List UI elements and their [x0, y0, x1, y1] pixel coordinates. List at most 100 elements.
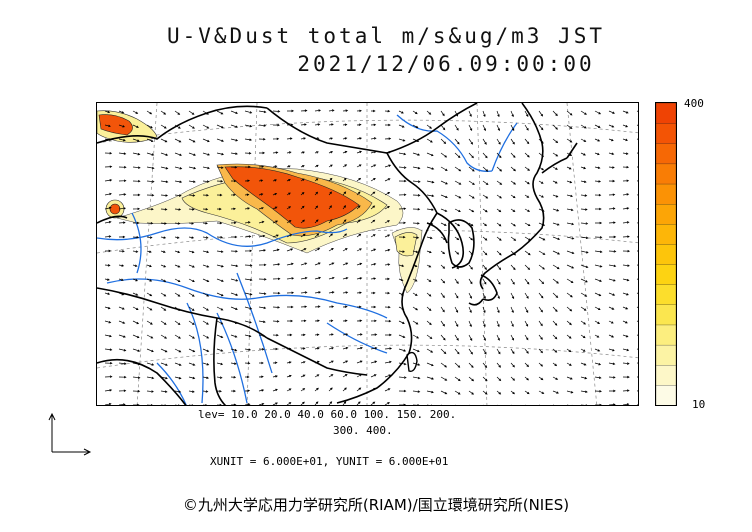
wind-arrow — [566, 124, 573, 130]
wind-arrow — [230, 110, 238, 115]
wind-arrow — [594, 180, 602, 183]
wind-arrow — [468, 208, 475, 213]
wind-arrow — [272, 110, 281, 113]
wind-arrow — [300, 191, 305, 196]
wind-arrow — [454, 306, 459, 313]
wind-arrow — [468, 334, 473, 341]
wind-arrow — [552, 124, 558, 130]
wind-arrow — [104, 402, 112, 405]
wind-arrow — [426, 278, 432, 282]
wind-arrow — [552, 250, 561, 255]
wind-arrow — [566, 152, 573, 156]
wind-arrow — [104, 235, 112, 238]
wind-arrow — [132, 152, 141, 156]
wind-arrow — [286, 151, 292, 154]
wind-arrow — [384, 178, 391, 182]
wind-arrow — [118, 179, 127, 183]
wind-arrow — [244, 334, 252, 338]
wind-arrow — [538, 110, 544, 117]
wind-arrow — [370, 219, 376, 224]
wind-arrow — [272, 291, 281, 295]
wind-arrow — [356, 191, 361, 196]
wind-arrow — [594, 306, 601, 311]
wind-arrow — [356, 109, 362, 113]
wind-arrow — [174, 376, 182, 380]
wind-arrow — [300, 333, 306, 337]
wind-arrow — [104, 138, 112, 141]
wind-arrow — [300, 347, 306, 350]
wind-arrow — [188, 320, 195, 325]
wind-arrow — [370, 164, 377, 168]
wind-arrow — [356, 262, 363, 266]
wind-arrow — [328, 248, 334, 252]
wind-arrow — [496, 320, 500, 328]
wind-arrow — [314, 248, 321, 252]
wind-arrow — [272, 402, 278, 405]
wind-arrow — [272, 234, 279, 238]
wind-arrow — [258, 179, 264, 182]
wind-arrow — [384, 277, 390, 281]
wind-arrow — [524, 110, 529, 117]
wind-arrow — [245, 375, 250, 379]
wind-arrow — [384, 150, 392, 154]
wind-arrow — [161, 404, 167, 405]
wind-arrow — [496, 292, 500, 300]
wind-arrow — [566, 278, 574, 283]
wind-arrow — [538, 250, 546, 255]
wind-arrow — [426, 292, 432, 297]
wind-arrow — [496, 376, 502, 382]
wind-arrow — [370, 234, 376, 238]
wind-arrow — [342, 123, 348, 126]
wind-arrow — [426, 138, 433, 143]
wind-arrow — [104, 375, 113, 378]
wind-arrow — [594, 124, 601, 128]
wind-arrow — [482, 264, 487, 270]
wind-arrow — [314, 276, 322, 280]
wind-arrow — [510, 194, 516, 199]
wind-arrow — [440, 376, 448, 381]
wind-arrow — [371, 109, 376, 113]
wind-arrow — [622, 264, 630, 267]
wind-arrow — [202, 376, 210, 380]
wind-arrow — [216, 334, 224, 339]
wind-arrow — [524, 166, 530, 171]
wind-arrow — [468, 320, 472, 328]
wind-arrow — [342, 262, 349, 266]
wind-arrow — [622, 362, 630, 365]
wind-arrow — [412, 264, 418, 268]
wind-arrow — [300, 151, 305, 154]
wind-arrow — [370, 333, 378, 336]
wind-arrow — [622, 221, 630, 224]
wind-arrow — [216, 264, 224, 268]
wind-arrow — [510, 222, 516, 227]
wind-arrow — [454, 138, 460, 145]
wind-arrow — [440, 264, 446, 269]
wind-arrow — [370, 248, 377, 252]
wind-arrow — [482, 250, 488, 256]
wind-arrow — [174, 320, 181, 326]
wind-arrow — [342, 401, 347, 405]
wind-arrow — [230, 124, 239, 128]
wind-arrow — [202, 208, 209, 211]
wind-arrow — [244, 348, 252, 351]
wind-arrow — [258, 375, 264, 378]
wind-arrow — [580, 194, 588, 197]
wind-arrow — [188, 306, 195, 311]
wind-arrow — [538, 390, 545, 394]
wind-arrow — [258, 402, 265, 405]
wind-arrow — [202, 264, 210, 268]
wind-arrow — [594, 362, 602, 366]
wind-arrow — [426, 306, 432, 312]
wind-arrow — [608, 389, 616, 393]
wind-arrow — [146, 166, 155, 170]
wind-arrow — [356, 291, 362, 294]
wind-arrow — [286, 192, 291, 196]
colorbar-band — [655, 243, 677, 265]
wind-arrow — [566, 348, 572, 353]
wind-arrow — [412, 292, 418, 296]
wind-arrow — [244, 193, 250, 196]
wind-arrow — [384, 192, 391, 196]
wind-arrow — [174, 362, 182, 366]
wind-arrow — [244, 278, 253, 282]
wind-arrow — [412, 376, 421, 380]
